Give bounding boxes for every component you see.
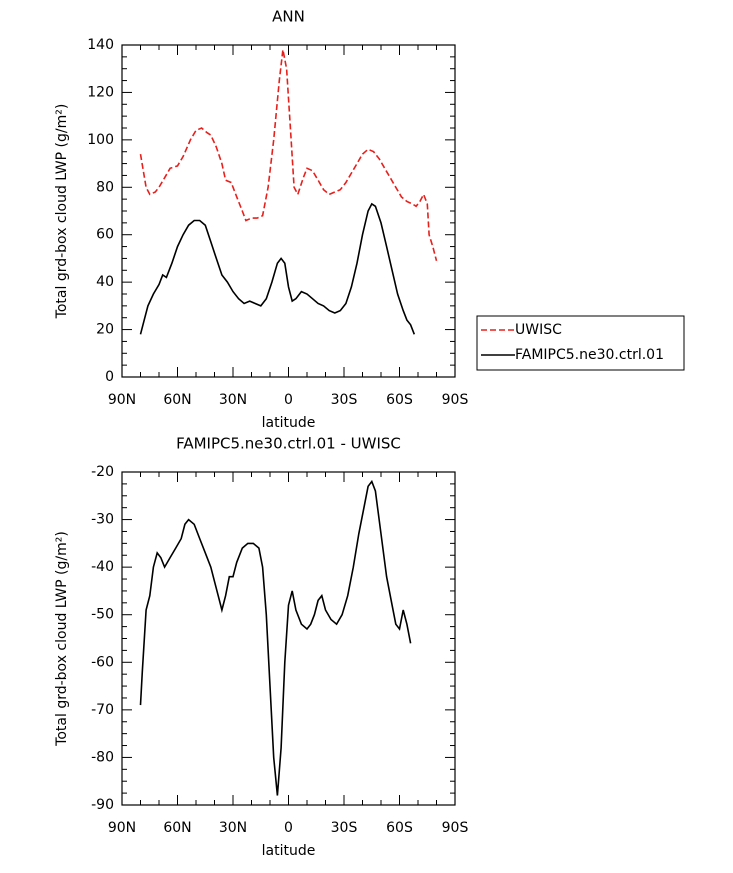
y-tick-label: -80 xyxy=(91,749,114,765)
y-tick-label: 20 xyxy=(96,322,114,338)
y-tick-label: -50 xyxy=(91,607,114,623)
x-tick-label: 90N xyxy=(108,392,136,408)
y-tick-label: -90 xyxy=(91,797,114,813)
y-tick-label: -40 xyxy=(91,559,114,575)
x-tick-label: 30N xyxy=(219,820,247,836)
legend-box xyxy=(476,315,685,371)
y-tick-label: 0 xyxy=(105,369,114,385)
data-line xyxy=(139,202,416,335)
x-axis-label: latitude xyxy=(262,415,316,431)
plot-frame xyxy=(121,44,456,378)
data-line xyxy=(139,49,438,262)
data-line xyxy=(139,479,412,796)
y-tick-label: -60 xyxy=(91,654,114,670)
y-tick-label: 80 xyxy=(96,179,114,195)
y-tick-label: 120 xyxy=(87,84,114,100)
y-tick-label: 100 xyxy=(87,132,114,148)
x-tick-label: 60N xyxy=(163,820,191,836)
y-tick-label: -30 xyxy=(91,512,114,528)
x-tick-label: 90N xyxy=(108,820,136,836)
x-tick-label: 30N xyxy=(219,392,247,408)
legend-label: FAMIPC5.ne30.ctrl.01 xyxy=(515,347,664,363)
chart-title: FAMIPC5.ne30.ctrl.01 - UWISC xyxy=(176,435,401,453)
plot-frame xyxy=(121,471,456,806)
y-axis-label: Total grd-box cloud LWP (g/m²) xyxy=(54,531,70,747)
x-tick-label: 60N xyxy=(163,392,191,408)
x-tick-label: 90S xyxy=(442,820,469,836)
y-tick-label: -20 xyxy=(91,464,114,480)
x-tick-label: 0 xyxy=(284,820,293,836)
x-tick-label: 60S xyxy=(386,392,413,408)
x-axis-label: latitude xyxy=(262,843,316,859)
chart-title: ANN xyxy=(272,8,305,26)
x-tick-label: 30S xyxy=(331,392,358,408)
x-tick-label: 60S xyxy=(386,820,413,836)
y-tick-label: 40 xyxy=(96,274,114,290)
y-axis-label: Total grd-box cloud LWP (g/m²) xyxy=(54,104,70,320)
legend-label: UWISC xyxy=(515,322,562,338)
y-tick-label: -70 xyxy=(91,702,114,718)
x-tick-label: 0 xyxy=(284,392,293,408)
y-tick-label: 60 xyxy=(96,227,114,243)
y-tick-label: 140 xyxy=(87,37,114,53)
x-tick-label: 30S xyxy=(331,820,358,836)
x-tick-label: 90S xyxy=(442,392,469,408)
